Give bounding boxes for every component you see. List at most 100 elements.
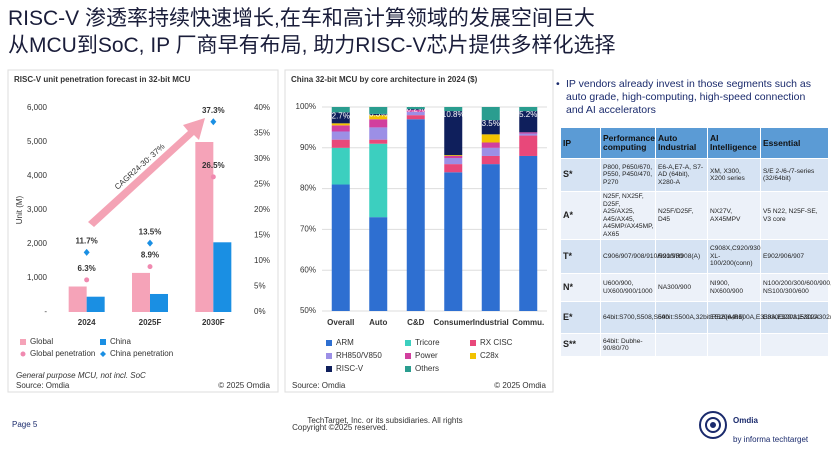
bar — [68, 286, 87, 312]
y-tick-label: - — [44, 307, 47, 316]
header-cell: Essential — [760, 127, 829, 159]
page-number: Page 5 — [12, 420, 38, 429]
y-tick-label: 5,000 — [27, 137, 48, 146]
y-tick-label: 50% — [300, 306, 316, 315]
bar — [132, 272, 150, 312]
legend-swatch — [20, 351, 26, 357]
table-cell: E* — [560, 301, 601, 334]
bar-segment — [519, 107, 538, 112]
table-cell: N25F, NX25F, D25F, A25/AX25, A45/AX45, A… — [600, 191, 656, 240]
data-label: 8.9% — [141, 251, 159, 260]
y-tick-label: 100% — [296, 102, 316, 111]
legend-swatch — [326, 366, 332, 372]
bar-segment — [444, 158, 463, 165]
chart-note: General purpose MCU, not incl. SoC — [16, 371, 146, 380]
bar-segment — [444, 172, 463, 311]
bar — [195, 142, 214, 312]
bar-segment — [331, 112, 350, 124]
y2-tick-label: 10% — [254, 256, 270, 265]
legend-swatch — [405, 340, 411, 346]
table-cell — [760, 333, 829, 357]
table-cell: NX27V, AX45MPV — [707, 191, 761, 240]
header-cell: AI Intelligence — [707, 127, 761, 159]
y-tick-label: 70% — [300, 225, 316, 234]
table-cell: 64bit:S700,S508,S500 — [600, 301, 669, 334]
y2-tick-label: 30% — [254, 154, 270, 163]
bar-segment — [444, 155, 463, 158]
legend-swatch — [405, 366, 411, 372]
y-tick-label: 60% — [300, 265, 316, 274]
legend-label: RH850/V850 — [336, 351, 382, 360]
table-cell: E6-A,E7-A, S7-AD (64bit), X280-A — [655, 158, 708, 192]
legend-label: Global penetration — [30, 349, 95, 358]
header-cell: Performance computing — [600, 127, 656, 159]
bar-segment — [406, 109, 425, 110]
y2-tick-label: 25% — [254, 180, 270, 189]
bar-segment — [406, 107, 425, 110]
bar-segment — [519, 133, 538, 136]
y2-tick-label: 0% — [254, 307, 266, 316]
chart-panel — [7, 69, 279, 393]
x-tick-label: 2025F — [139, 318, 162, 327]
bar-segment — [331, 107, 350, 113]
chart-title: China 32-bit MCU by core architecture in… — [291, 75, 478, 84]
marker — [147, 239, 153, 247]
table-header-row: IP Performance computing Auto Industrial AI… — [560, 127, 829, 159]
chart-panel — [284, 69, 554, 393]
chart-copyright: © 2025 Omdia — [494, 381, 546, 390]
bar-segment — [369, 127, 388, 140]
table-cell: 64bit:S500A,32bit:R520A,R500A,E330A,E320… — [655, 301, 819, 334]
bar-segment — [519, 132, 538, 134]
bar-segment — [481, 142, 500, 148]
y2-tick-label: 40% — [254, 103, 270, 112]
bar-segment — [369, 119, 388, 128]
bar-segment — [331, 125, 350, 132]
chart-source: Source: Omdia — [292, 381, 346, 390]
table-cell: NA300/900 — [655, 273, 708, 302]
data-label: 37.3% — [202, 106, 225, 115]
y-tick-label: 80% — [300, 184, 316, 193]
legend-swatch — [470, 340, 476, 346]
title-line: 从MCU到SoC, IP 厂商早有布局, 助力RISC-V芯片提供多样化选择 — [8, 34, 615, 57]
bar-segment — [369, 113, 388, 116]
table-row: N* U600/900, UX600/900/1000 NA300/900 NI900… — [560, 273, 831, 302]
rights: Copyright ©2025 reserved. — [292, 423, 388, 432]
table-cell — [707, 333, 761, 357]
table-cell: C908X,C920/930 XL-100/200(conn) — [707, 239, 761, 274]
legend-label: ARM — [336, 338, 354, 347]
bar-segment — [481, 120, 500, 135]
table-cell: R910/R908(A) — [655, 239, 708, 274]
chart-source: Source: Omdia — [16, 381, 70, 390]
y-tick-label: 2,000 — [27, 239, 48, 248]
table-row: A* N25F, NX25F, D25F, A25/AX25, A45/AX45,… — [560, 191, 829, 240]
x-tick-label: Overall — [327, 318, 354, 327]
bar-segment — [444, 111, 463, 156]
bar-segment — [481, 147, 500, 156]
y-tick-label: 3,000 — [27, 205, 48, 214]
chart-copyright: © 2025 Omdia — [218, 381, 270, 390]
legend-label: RISC-V — [336, 364, 364, 373]
table-cell: 64bit: Dubhe-90/80/70 — [600, 333, 656, 357]
marker — [147, 264, 153, 270]
table-cell: S** — [560, 333, 601, 357]
table-cell: NI900, NX600/900 — [707, 273, 761, 302]
table-cell: N25F/D25F, D45 — [655, 191, 708, 240]
legend-label: Tricore — [415, 338, 440, 347]
data-label: 0.2% — [407, 105, 425, 114]
table-cell: P800, P650/670, P550, P450/470, P270 — [600, 158, 656, 192]
y-tick-label: 1,000 — [27, 273, 48, 282]
bar-segment — [406, 115, 425, 120]
bar — [213, 242, 232, 312]
table-cell: A* — [560, 191, 601, 240]
bar-segment — [519, 135, 538, 156]
bar-segment — [406, 109, 425, 112]
bar-segment — [331, 147, 350, 185]
bar-segment — [369, 115, 388, 120]
marker — [210, 118, 217, 126]
table-cell: S* — [560, 158, 601, 192]
bar-segment — [331, 139, 350, 148]
header-cell: Auto Industrial — [655, 127, 708, 159]
table-cell: V5 N22, N25F-SE, V3 core — [760, 191, 829, 240]
